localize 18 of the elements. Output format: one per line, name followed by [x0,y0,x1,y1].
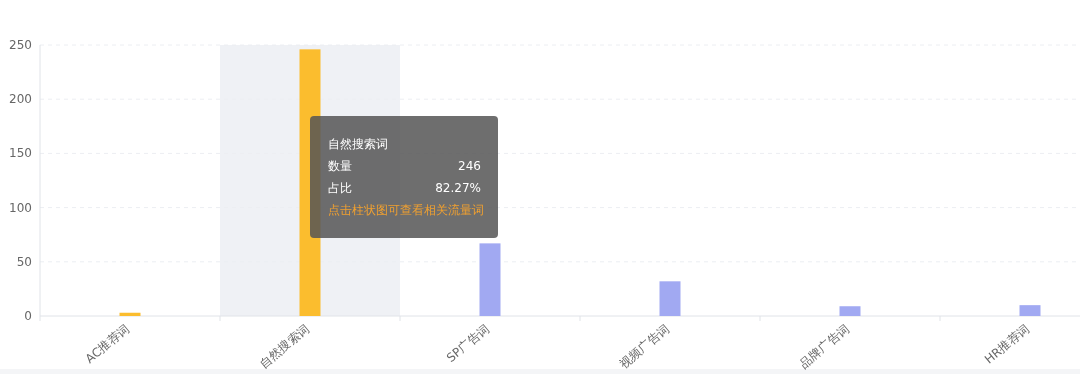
x-tick-label: 自然搜索词 [256,321,312,371]
annotation: 点击柱状图可查看相关流量词 [328,203,484,217]
y-tick-label: 50 [16,254,32,269]
x-tick-label: 视频广告词 [616,321,672,371]
annotation: 82.27% [435,181,481,195]
y-tick-label: 100 [9,200,32,215]
annotation: 占比 [328,181,352,195]
x-tick-label: AC推荐词 [82,321,132,366]
annotation: 数量 [328,159,352,173]
x-tick-label: 品牌广告词 [796,321,852,371]
x-tick-label: SP广告词 [443,321,492,365]
y-tick-label: 250 [9,38,32,52]
y-tick-label: 200 [9,92,32,107]
y-tick-label: 150 [9,146,32,161]
annotation: 自然搜索词 [328,137,388,151]
x-tick-label: HR推荐词 [982,321,1032,367]
annotation: 246 [458,159,481,173]
y-tick-label: 0 [24,309,32,323]
